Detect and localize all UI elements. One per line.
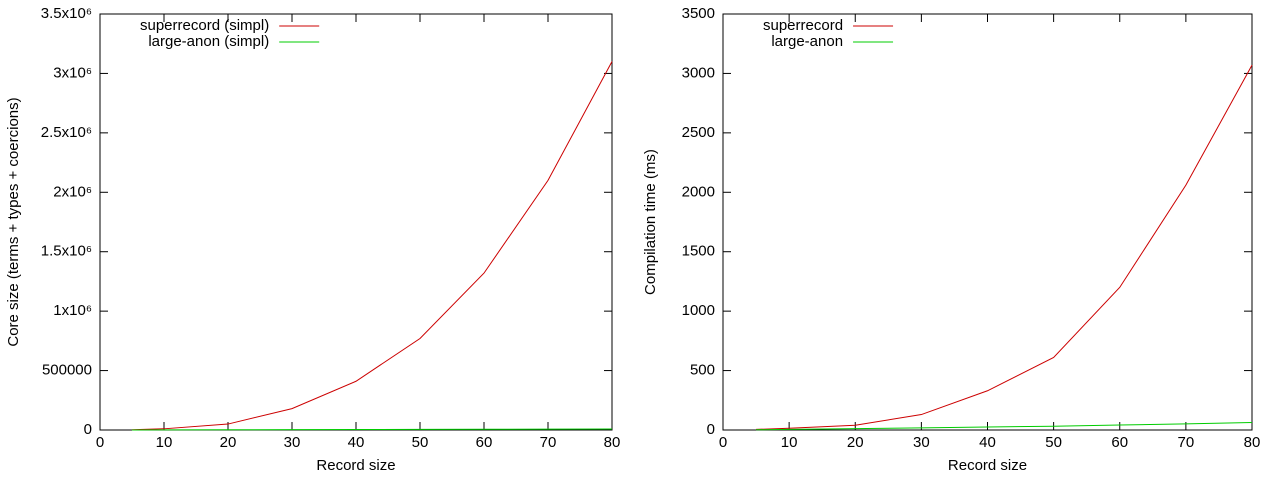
y-tick-label: 1500 xyxy=(682,243,715,260)
x-tick-label: 70 xyxy=(1178,434,1195,451)
y-tick-label: 2500 xyxy=(682,124,715,141)
y-tick-label: 3500 xyxy=(682,5,715,22)
legend-label: large-anon xyxy=(771,33,843,50)
y-tick-label: 1x10⁶ xyxy=(53,302,92,319)
plot-border xyxy=(722,13,1253,431)
x-tick-label: 60 xyxy=(476,434,493,451)
y-tick-label: 2x10⁶ xyxy=(53,183,92,200)
plot-border xyxy=(99,13,613,431)
series-line xyxy=(131,61,613,431)
x-tick-label: 10 xyxy=(156,434,173,451)
y-tick-label: 0 xyxy=(707,421,715,438)
x-tick-label: 50 xyxy=(1045,434,1062,451)
y-tick-label: 3000 xyxy=(682,64,715,81)
x-tick-label: 70 xyxy=(540,434,557,451)
y-tick-label: 3.5x10⁶ xyxy=(41,5,92,22)
x-tick-label: 40 xyxy=(979,434,996,451)
series-line xyxy=(756,64,1253,430)
x-tick-label: 60 xyxy=(1111,434,1128,451)
y-axis-label: Core size (terms + types + coercions) xyxy=(5,97,22,346)
x-tick-label: 80 xyxy=(604,434,621,451)
y-tick-label: 2.5x10⁶ xyxy=(41,124,92,141)
x-tick-label: 50 xyxy=(412,434,429,451)
y-tick-label: 1.5x10⁶ xyxy=(41,243,92,260)
legend-label: superrecord (simpl) xyxy=(140,17,269,34)
legend-label: large-anon (simpl) xyxy=(148,33,269,50)
x-tick-label: 40 xyxy=(348,434,365,451)
y-tick-label: 500000 xyxy=(42,362,92,379)
x-tick-label: 80 xyxy=(1244,434,1261,451)
series-line xyxy=(756,422,1253,431)
y-tick-label: 500 xyxy=(690,362,715,379)
x-tick-label: 0 xyxy=(719,434,727,451)
x-axis-label: Record size xyxy=(948,457,1027,474)
series-line xyxy=(131,428,613,431)
y-tick-label: 3x10⁶ xyxy=(53,64,92,81)
y-tick-label: 1000 xyxy=(682,302,715,319)
y-tick-label: 2000 xyxy=(682,183,715,200)
x-tick-label: 20 xyxy=(220,434,237,451)
x-tick-label: 20 xyxy=(847,434,864,451)
x-tick-label: 30 xyxy=(913,434,930,451)
x-tick-label: 10 xyxy=(781,434,798,451)
x-tick-label: 30 xyxy=(284,434,301,451)
x-tick-label: 0 xyxy=(96,434,104,451)
y-axis-label: Compilation time (ms) xyxy=(642,149,659,295)
y-tick-label: 0 xyxy=(84,421,92,438)
legend-label: superrecord xyxy=(763,17,843,34)
x-axis-label: Record size xyxy=(316,457,395,474)
